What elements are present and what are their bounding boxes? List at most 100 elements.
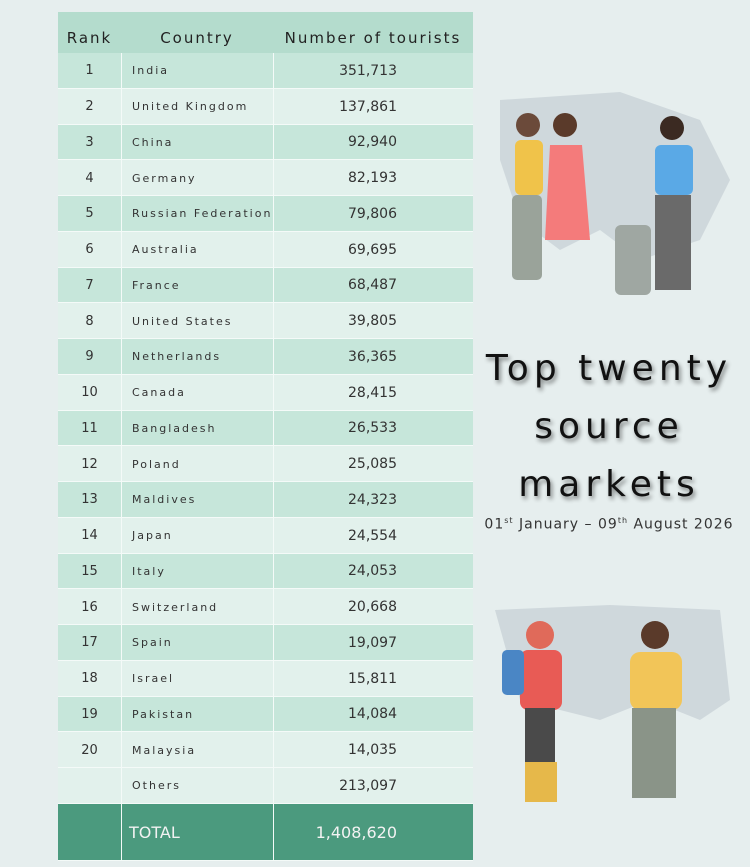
- table-row: 17 Spain 19,097: [58, 625, 473, 661]
- middle: January – 09: [519, 516, 618, 533]
- table-row: 9 Netherlands 36,365: [58, 339, 473, 375]
- rank: 16: [81, 599, 98, 615]
- title-line: source: [534, 406, 684, 447]
- country: France: [121, 267, 273, 304]
- map-top: [500, 92, 730, 260]
- travelers-top: [512, 113, 693, 295]
- start-day: 01: [484, 516, 505, 533]
- tourists: 68,487: [273, 267, 473, 304]
- table-row: 19 Pakistan 14,084: [58, 696, 473, 733]
- table-row: 16 Switzerland 20,668: [58, 589, 473, 625]
- header-cell: Rank: [66, 28, 113, 47]
- end: August 2026: [633, 516, 734, 533]
- tourists: 19,097: [273, 625, 473, 661]
- country: India: [121, 53, 273, 89]
- country: Italy: [121, 553, 273, 590]
- rank: 15: [81, 563, 98, 579]
- suffix: st: [504, 516, 514, 525]
- table-row: 5 Russian Federation 79,806: [58, 196, 473, 232]
- tourists: 92,940: [273, 124, 473, 161]
- tourists: 69,695: [273, 231, 473, 268]
- rank: 11: [81, 420, 98, 436]
- rank: 13: [81, 492, 98, 508]
- tourists: 14,084: [273, 696, 473, 733]
- country: Maldives: [121, 482, 273, 518]
- total-row: TOTAL 1,408,620: [58, 803, 473, 861]
- rank: 20: [81, 742, 98, 758]
- header-cell: Number of tourists: [284, 28, 462, 47]
- country: China: [121, 124, 273, 161]
- country: Poland: [121, 446, 273, 482]
- table-row: 15 Italy 24,053: [58, 553, 473, 590]
- country: Germany: [121, 160, 273, 196]
- table-row: 1 India 351,713: [58, 53, 473, 89]
- tourists: 82,193: [273, 160, 473, 196]
- table-row: 18 Israel 15,811: [58, 660, 473, 697]
- table-row: 2 United Kingdom 137,861: [58, 88, 473, 125]
- table-row: 11 Bangladesh 26,533: [58, 410, 473, 447]
- table-row: 7 France 68,487: [58, 267, 473, 304]
- country: Netherlands: [121, 339, 273, 375]
- table-row: 4 Germany 82,193: [58, 160, 473, 196]
- table-row: 13 Maldives 24,323: [58, 482, 473, 518]
- subtitle: 01st January – 09th August 2026: [474, 516, 744, 533]
- tourists: 25,085: [273, 446, 473, 482]
- table-row: 12 Poland 25,085: [58, 446, 473, 482]
- travelers-bottom: [502, 621, 682, 802]
- rank: 1: [85, 63, 94, 79]
- rank: 17: [81, 635, 98, 651]
- rank: 5: [85, 206, 94, 222]
- table-row: 10 Canada 28,415: [58, 374, 473, 411]
- heading: Top twenty source markets 01st January –…: [474, 340, 744, 533]
- tourists: 213,097: [273, 768, 473, 804]
- rank: 2: [85, 99, 94, 115]
- tourists: 351,713: [273, 53, 473, 89]
- country: Pakistan: [121, 696, 273, 733]
- country: Canada: [121, 374, 273, 411]
- tourists: 24,323: [273, 482, 473, 518]
- country: United Kingdom: [121, 88, 273, 125]
- country: Bangladesh: [121, 410, 273, 447]
- country: Russian Federation: [121, 196, 273, 232]
- tourists: 137,861: [273, 88, 473, 125]
- map-bottom: [495, 605, 730, 720]
- tourists: 36,365: [273, 339, 473, 375]
- rank: 3: [85, 134, 94, 150]
- rank: 7: [85, 277, 94, 293]
- suffix: th: [617, 516, 629, 525]
- country: Malaysia: [121, 732, 273, 768]
- tourists: 26,533: [273, 410, 473, 447]
- tourists: 39,805: [273, 303, 473, 339]
- tourists: 24,053: [273, 553, 473, 590]
- country: Others: [121, 768, 273, 804]
- rank: 19: [81, 706, 98, 722]
- table-row: 8 United States 39,805: [58, 303, 473, 339]
- rank: 6: [85, 242, 94, 258]
- country: TOTAL: [121, 803, 273, 861]
- country: Spain: [121, 625, 273, 661]
- tourists: 28,415: [273, 374, 473, 411]
- table-row: 3 China 92,940: [58, 124, 473, 161]
- tourists: 79,806: [273, 196, 473, 232]
- rank: 12: [81, 456, 98, 472]
- rank: 18: [81, 671, 98, 687]
- country: Australia: [121, 231, 273, 268]
- tourists: 15,811: [273, 660, 473, 697]
- country: Japan: [121, 517, 273, 554]
- rank: 8: [85, 313, 94, 329]
- table-row: 14 Japan 24,554: [58, 517, 473, 554]
- rank: 9: [85, 349, 94, 365]
- tourists: 20,668: [273, 589, 473, 625]
- others-row: Others 213,097: [58, 768, 473, 804]
- tourists: 14,035: [273, 732, 473, 768]
- tourists: 1,408,620: [273, 803, 473, 861]
- title-line: Top twenty: [485, 348, 733, 389]
- title-line: markets: [518, 464, 700, 505]
- table-row: 20 Malaysia 14,035: [58, 732, 473, 768]
- country: United States: [121, 303, 273, 339]
- tourists: 24,554: [273, 517, 473, 554]
- rank: 4: [85, 170, 94, 186]
- rank: 10: [81, 385, 98, 401]
- country: Switzerland: [121, 589, 273, 625]
